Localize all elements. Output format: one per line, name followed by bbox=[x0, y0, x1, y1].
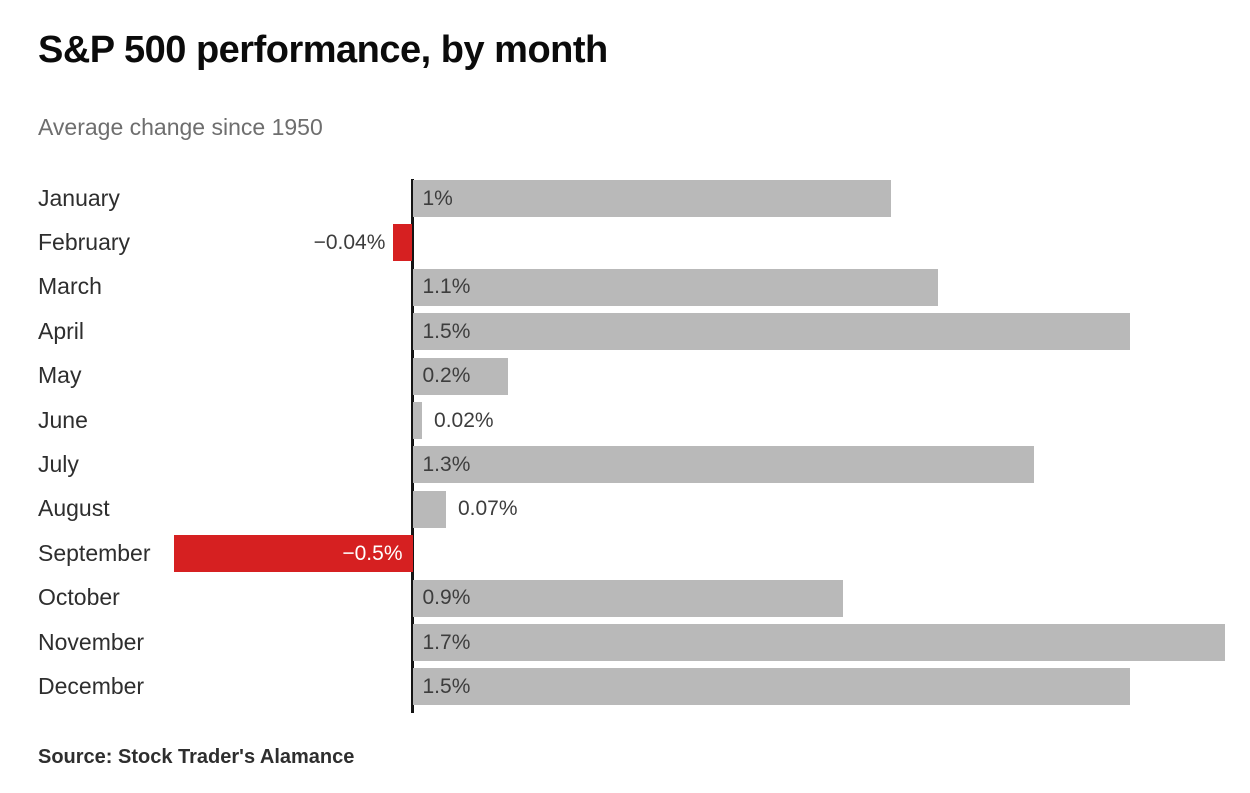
chart-row-november: November 1.7% bbox=[0, 624, 1250, 661]
chart-row-january: January 1% bbox=[0, 180, 1250, 217]
value-label-february: −0.04% bbox=[313, 230, 386, 254]
chart-row-june: June 0.02% bbox=[0, 402, 1250, 439]
bar-september bbox=[173, 535, 413, 573]
category-label-may: May bbox=[38, 362, 82, 389]
value-label-august: 0.07% bbox=[457, 497, 518, 521]
value-label-september: −0.5% bbox=[342, 541, 403, 565]
chart-title: S&P 500 performance, by month bbox=[38, 29, 608, 71]
category-label-september: September bbox=[38, 539, 151, 566]
bar-december bbox=[412, 668, 1130, 706]
category-label-march: March bbox=[38, 273, 102, 300]
category-label-june: June bbox=[38, 406, 88, 433]
bar-january bbox=[412, 180, 891, 217]
chart-row-october: October 0.9% bbox=[0, 579, 1250, 617]
chart-row-april: April 1.5% bbox=[0, 313, 1250, 351]
chart-row-may: May 0.2% bbox=[0, 357, 1250, 395]
source-note: Source: Stock Trader's Alamance bbox=[38, 746, 355, 768]
y-axis-baseline bbox=[411, 179, 414, 713]
value-label-march: 1.1% bbox=[422, 275, 471, 299]
category-label-october: October bbox=[38, 584, 120, 611]
category-label-august: August bbox=[38, 495, 110, 522]
category-label-february: February bbox=[38, 228, 131, 255]
chart-row-december: December 1.5% bbox=[0, 668, 1250, 706]
category-label-december: December bbox=[38, 672, 145, 699]
bar-february bbox=[393, 224, 413, 262]
chart-row-july: July 1.3% bbox=[0, 446, 1250, 484]
chart-row-september: September −0.5% bbox=[0, 535, 1250, 573]
bar-august bbox=[412, 490, 446, 528]
value-label-january: 1% bbox=[422, 186, 453, 210]
bar-november bbox=[412, 624, 1226, 661]
category-label-november: November bbox=[38, 628, 145, 655]
value-label-june: 0.02% bbox=[434, 408, 494, 432]
value-label-july: 1.3% bbox=[422, 452, 471, 476]
value-label-may: 0.2% bbox=[422, 364, 471, 388]
chart-subtitle: Average change since 1950 bbox=[38, 114, 323, 140]
bar-april bbox=[412, 313, 1130, 351]
value-label-april: 1.5% bbox=[422, 319, 471, 343]
category-label-april: April bbox=[38, 317, 85, 344]
bar-october bbox=[412, 579, 843, 617]
chart-row-march: March 1.1% bbox=[0, 268, 1250, 306]
value-label-november: 1.7% bbox=[422, 630, 471, 654]
bar-march bbox=[412, 268, 939, 306]
value-label-december: 1.5% bbox=[422, 674, 471, 698]
chart-row-august: August 0.07% bbox=[0, 490, 1250, 528]
bar-may bbox=[412, 357, 509, 395]
value-label-october: 0.9% bbox=[422, 586, 471, 610]
bar-june bbox=[412, 402, 423, 439]
chart-row-february: February −0.04% bbox=[0, 224, 1250, 262]
category-label-january: January bbox=[38, 184, 120, 211]
category-label-july: July bbox=[38, 450, 79, 477]
bar-july bbox=[412, 446, 1034, 484]
